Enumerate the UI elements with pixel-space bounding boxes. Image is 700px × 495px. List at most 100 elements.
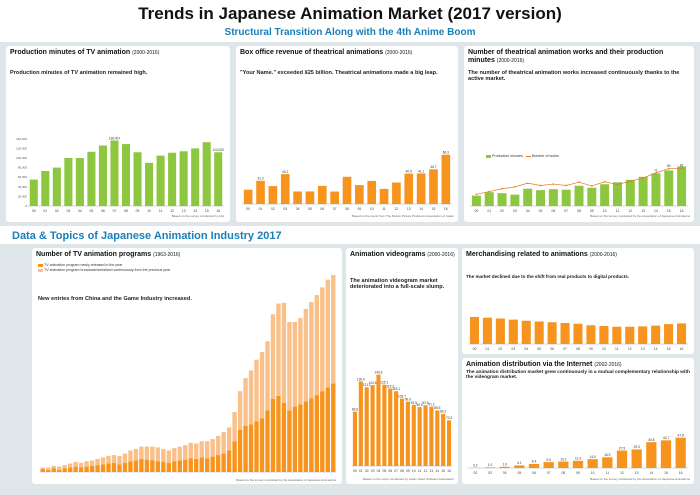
bar [638,176,648,206]
bar-new [172,461,177,472]
bar [631,449,642,468]
bar [404,173,414,204]
x-tick-label: 07 [563,347,567,351]
bar-new [46,469,51,472]
bar [508,319,518,344]
panel-internet: Animation distribution via the Internet … [462,358,694,484]
x-tick-label: 09 [576,471,580,475]
data-label: 70.3 [446,416,452,420]
x-tick-label: 09 [136,209,140,213]
x-tick-label: 13 [635,471,639,475]
x-tick-label: 10 [603,209,607,213]
bar-continued [51,465,56,469]
bar [394,391,399,466]
bar-new [89,465,95,472]
bar-new [243,425,248,472]
x-tick-label: 01 [486,347,490,351]
bar-continued [325,279,330,388]
data-label: 83.6 [352,407,358,411]
bar [179,151,188,206]
x-tick-label: 02 [365,469,369,473]
bar-continued [298,318,303,405]
bar-new [276,395,281,472]
x-tick-label: 03 [283,207,287,211]
x-tick-label: 06 [320,207,324,211]
bar-continued [46,467,51,470]
page-title: Trends in Japanese Animation Market (201… [138,4,562,23]
bar [677,323,687,344]
legend-swatch [38,268,43,272]
legend-continued: TV animation program broadcast/serialize… [44,268,171,272]
x-tick-label: 00 [473,347,477,351]
bar [547,322,557,344]
bar [612,326,622,344]
bar-new [254,421,259,472]
x-tick-label: 14 [193,209,197,213]
bar-continued [259,352,265,419]
bar-new [67,467,73,472]
panel-years: (2000-2016) [427,252,455,258]
bar [358,381,363,466]
bar [429,406,434,466]
bar-new [177,460,182,472]
x-tick-label: 16 [679,471,683,475]
bar [342,176,352,204]
bar-continued [265,341,270,411]
bar-new [270,398,276,472]
source-note: Based on the survey conducted by the Ass… [236,478,336,482]
bar-new [51,468,56,472]
x-tick-label: 11 [606,471,610,475]
bar [355,185,364,204]
data-label: 119.2 [386,384,394,388]
bar-new [84,466,89,472]
panel-title: Number of theatrical animation works and… [468,49,664,64]
bar [534,321,544,344]
chart-internet: 02 0.2 03 1.0 04 1.9 05 4.1 06 6.4 07 9.3 08 10.2 09 11… [468,434,688,475]
x-tick-label: 16 [444,207,448,211]
source-note: Based on the report conducted by Japan V… [362,477,454,481]
data-label: 124.5 [369,381,377,385]
data-label: 40.2 [282,170,288,174]
panel-merch: Merchandising related to animations (200… [462,248,694,354]
x-tick-label: 05 [539,209,543,213]
bar [587,187,597,206]
bar [41,170,50,206]
legend-works: Number of works [531,154,559,158]
x-tick-label: 15 [667,209,671,213]
bar [191,148,200,206]
bar [510,194,520,206]
source-note: Based on the survey conducted by AJA [171,214,224,218]
x-tick-label: 12 [170,209,174,213]
panel-lead: The animation videogram market deteriora… [350,278,445,291]
source-note: Based on the survey conducted by the Ass… [590,214,690,218]
x-tick-label: 00 [475,209,479,213]
bar-new [309,398,314,472]
x-tick-label: 12 [395,207,399,211]
bar-new [73,466,78,472]
bar-new [133,460,139,472]
bar-continued [199,441,204,458]
bar-new [320,391,325,472]
bar [379,188,389,204]
data-label: 140.6 [374,370,382,374]
source-note: Based on the survey conducted by the Ass… [590,477,690,481]
works-point [488,190,491,193]
x-tick-label: 08 [576,347,580,351]
x-tick-label: 08 [345,207,349,211]
bar [574,185,584,206]
bar [548,189,558,206]
works-point [629,180,632,183]
bar-new [62,468,67,472]
bar-new [122,462,128,472]
bar [612,182,622,206]
y-tick-label: 40,000 [18,185,28,189]
bar-new [194,458,199,472]
x-tick-label: 11 [418,469,422,473]
bar-new [199,457,204,472]
panel-theatrical-works: Number of theatrical animation works and… [464,46,694,222]
bar [514,465,525,468]
data-label: 9.3 [546,458,551,462]
y-tick-label: 80,000 [18,166,28,170]
bar [352,411,357,466]
panel-lead: The animation distribution market grew c… [466,370,690,381]
